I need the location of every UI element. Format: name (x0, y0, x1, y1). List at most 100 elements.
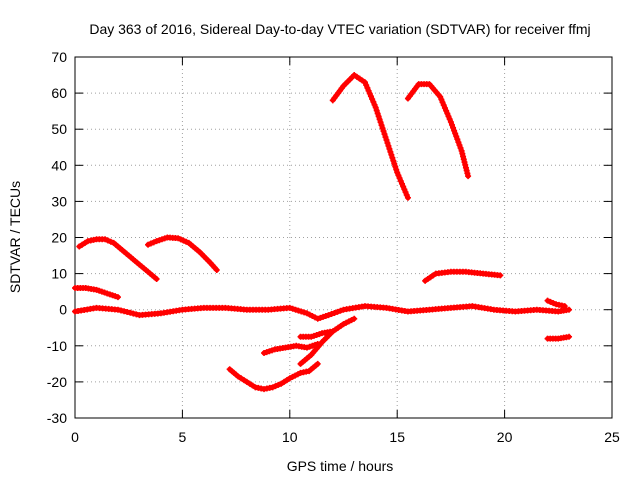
x-tick-label: 25 (604, 429, 620, 445)
data-point (124, 309, 131, 316)
data-point (396, 175, 403, 182)
data-point (133, 311, 140, 318)
series-arc-9 (329, 72, 411, 201)
data-point (454, 136, 461, 143)
data-point (377, 119, 384, 126)
data-point (451, 127, 458, 134)
data-point (566, 333, 573, 340)
data-point (440, 102, 447, 109)
data-point (314, 360, 321, 367)
x-tick-label: 5 (179, 429, 187, 445)
data-point (269, 384, 276, 391)
series-arc-8 (297, 328, 336, 340)
data-point (107, 238, 114, 245)
data-point (456, 142, 463, 149)
data-point (384, 139, 391, 146)
data-point (361, 79, 368, 86)
data-point (328, 311, 335, 318)
data-point (391, 160, 398, 167)
data-point (363, 82, 370, 89)
data-point (443, 107, 450, 114)
data-point (114, 294, 121, 301)
data-point (127, 309, 134, 316)
data-point (329, 328, 336, 335)
data-point (298, 308, 305, 315)
data-point (364, 84, 371, 91)
data-point (383, 137, 390, 144)
y-tick-label: 30 (51, 193, 67, 209)
data-point (213, 266, 220, 273)
data-point (104, 237, 111, 244)
data-point (378, 122, 385, 129)
series-band (227, 361, 321, 392)
data-point (544, 297, 551, 304)
data-point (452, 130, 459, 137)
data-point (397, 177, 404, 184)
data-point (390, 157, 397, 164)
data-point (447, 118, 454, 125)
series-arc-11 (422, 268, 504, 284)
data-point (376, 116, 383, 123)
x-tick-label: 10 (282, 429, 298, 445)
x-axis-label: GPS time / hours (287, 458, 394, 474)
series-arc-5 (226, 360, 321, 393)
data-point (401, 186, 408, 193)
data-point (398, 180, 405, 187)
data-point (445, 113, 452, 120)
data-point (370, 98, 377, 105)
chart-title: Day 363 of 2016, Sidereal Day-to-day VTE… (89, 21, 590, 37)
data-point (114, 306, 121, 313)
y-tick-label: 10 (51, 266, 67, 282)
data-point (497, 272, 504, 279)
series-arc-10 (404, 81, 472, 180)
data-point (441, 104, 448, 111)
data-point (550, 300, 557, 307)
data-point (369, 96, 376, 103)
series-arc-13 (544, 333, 573, 342)
data-point (438, 96, 445, 103)
data-point (394, 169, 401, 176)
data-point (566, 306, 573, 313)
data-point (102, 236, 109, 243)
data-point (385, 142, 392, 149)
data-point (325, 312, 332, 319)
data-point (437, 93, 444, 100)
series-arc-1 (76, 236, 160, 283)
data-point (393, 166, 400, 173)
data-point (371, 101, 378, 108)
data-point (130, 310, 137, 317)
x-tick-label: 0 (71, 429, 79, 445)
data-point (366, 90, 373, 97)
data-point (392, 163, 399, 170)
data-point (153, 276, 160, 283)
data-point (547, 298, 554, 305)
series-arc-2 (145, 234, 220, 273)
data-point (439, 99, 446, 106)
data-point (301, 309, 308, 316)
data-point (286, 304, 293, 311)
data-point (292, 306, 299, 313)
series-arc-12 (544, 297, 568, 310)
data-point (389, 154, 396, 161)
data-point (331, 309, 338, 316)
data-point (386, 145, 393, 152)
data-point (457, 144, 464, 151)
data-point (150, 239, 157, 246)
y-tick-label: 20 (51, 230, 67, 246)
data-point (373, 107, 380, 114)
data-point (374, 110, 381, 117)
series-arc-6 (261, 340, 321, 357)
data-point (402, 189, 409, 196)
data-point (118, 307, 125, 314)
data-point (561, 303, 568, 310)
data-point (381, 131, 388, 138)
data-point (453, 133, 460, 140)
data-point (380, 128, 387, 135)
data-point (395, 172, 402, 179)
axis-ticks: 0 5 10 15 20 25 -30 -20 -10 0 10 20 30 40 50 60 70 (47, 49, 620, 445)
data-point (403, 191, 410, 198)
data-point (400, 183, 407, 190)
data-point (295, 307, 302, 314)
data-point (145, 241, 152, 248)
data-point (379, 125, 386, 132)
